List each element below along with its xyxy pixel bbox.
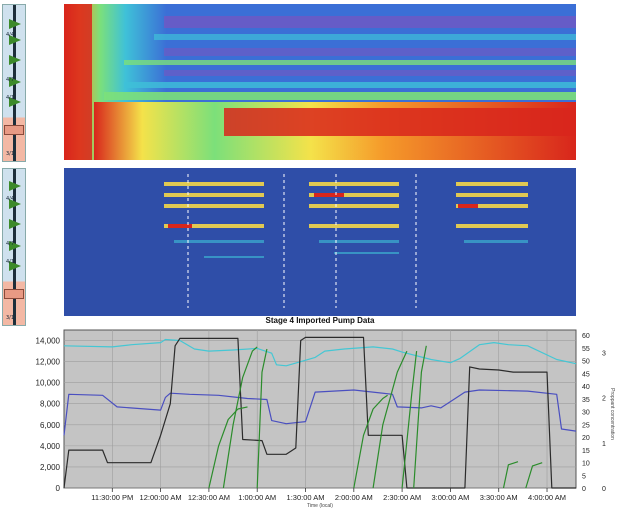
y-right2-tick-label: 3 [602,351,606,358]
x-tick-label: 1:00:00 AM [238,493,276,502]
depth-label: 4/1 [6,95,15,101]
packer-box [4,125,24,135]
y-right2-tick-label: 1 [602,441,606,448]
y-right-tick-label: 60 [582,333,590,340]
perforation-marker-icon [9,19,21,29]
well-diagram-bottom: 4/4 4/7 4/1 3/1 [2,168,26,326]
series-line [63,389,577,436]
series-line [63,336,576,489]
perforation-marker-icon [9,219,21,229]
spectrogram-bottom [64,168,576,316]
x-tick-label: 3:00:00 AM [431,493,469,502]
y-right2-tick-label: 2 [602,396,606,403]
series-line [372,350,408,489]
y-right-tick-label: 55 [582,346,590,353]
series-line [413,345,427,489]
y-left-tick-label: 14,000 [36,337,61,346]
y-right-tick-label: 45 [582,371,590,378]
depth-label: 4/7 [6,241,15,247]
depth-label: 4/4 [6,196,15,202]
perforation-marker-icon [9,241,21,251]
x-tick-label: 4:00:00 AM [528,493,566,502]
spectrogram-top-canvas [64,4,576,160]
depth-label: 4/4 [6,32,15,38]
y-left-tick-label: 8,000 [40,400,61,409]
y-left-tick-label: 6,000 [40,421,61,430]
x-tick-label: 11:30:00 PM [91,493,133,502]
x-tick-label: 2:00:00 AM [335,493,373,502]
perforation-marker-icon [9,35,21,45]
spectrogram-bottom-canvas [64,168,576,316]
y-right-tick-label: 0 [582,486,586,493]
perforation-marker-icon [9,261,21,271]
y-left-tick-label: 12,000 [36,358,61,367]
y-left-tick-label: 10,000 [36,379,61,388]
y-right2-tick-label: 0 [602,486,606,493]
depth-label: 3/1 [6,315,15,321]
perforation-marker-icon [9,199,21,209]
perforation-marker-icon [9,55,21,65]
series-line [525,462,543,489]
y-right-tick-label: 10 [582,461,590,468]
packer-box [4,289,24,299]
y-right-tick-label: 35 [582,397,590,404]
depth-label: 3/1 [6,151,15,157]
series-line [401,351,418,489]
series-line [222,346,258,489]
perforation-marker-icon [9,181,21,191]
y-right-tick-label: 30 [582,410,590,417]
series-line [63,338,577,367]
y-left-tick-label: 0 [56,484,61,493]
x-tick-label: 12:30:00 AM [188,493,230,502]
chart-title: Stage 4 Imported Pump Data [265,316,375,325]
series-line [208,406,248,489]
x-tick-label: 1:30:00 AM [287,493,325,502]
series-line [256,348,268,489]
y-right-tick-label: 25 [582,422,590,429]
well-diagram-top: 4/4 4/7 4/1 3/1 [2,4,26,162]
y-right-tick-label: 40 [582,384,590,391]
series-line [502,461,519,489]
y-left-tick-label: 4,000 [40,442,61,451]
x-tick-label: 12:00:00 AM [140,493,182,502]
y-right-tick-label: 5 [582,473,586,480]
y-left-tick-label: 2,000 [40,463,61,472]
y-right-tick-label: 50 [582,359,590,366]
x-tick-label: 3:30:00 AM [480,493,518,502]
y-right-tick-label: 20 [582,435,590,442]
x-axis-label: Time (local) [307,503,333,509]
perforation-marker-icon [9,97,21,107]
pump-data-chart: 02,0004,0006,0008,00010,00012,00014,000 … [36,329,615,509]
depth-label: 4/7 [6,77,15,83]
x-tick-label: 2:30:00 AM [383,493,421,502]
series-line [353,394,388,489]
y-right-tick-label: 15 [582,448,590,455]
depth-label: 4/1 [6,259,15,265]
y-right-axis-label: Proppant concentration [609,388,615,440]
spectrogram-top [64,4,576,160]
perforation-marker-icon [9,77,21,87]
